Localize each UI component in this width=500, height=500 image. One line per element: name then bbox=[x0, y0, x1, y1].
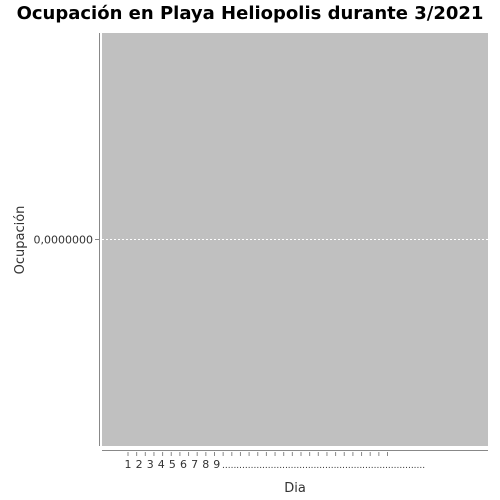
x-tick-label: 1 bbox=[125, 458, 132, 471]
x-tick-label: 2 bbox=[136, 458, 143, 471]
x-tick-overflow-marker: ........................................… bbox=[222, 461, 425, 471]
x-tick-label: 4 bbox=[158, 458, 165, 471]
x-axis-label: Dia bbox=[284, 481, 306, 496]
x-tick-label: 7 bbox=[191, 458, 198, 471]
x-tick-label: 9 bbox=[213, 458, 220, 471]
x-tick-label: 5 bbox=[169, 458, 176, 471]
x-tick-label: 6 bbox=[180, 458, 187, 471]
y-tick-label: 0,0000000 bbox=[34, 234, 94, 247]
x-tick-marks bbox=[127, 452, 388, 456]
y-axis-label: Ocupación bbox=[13, 206, 28, 275]
x-tick-label: 3 bbox=[147, 458, 154, 471]
x-tick-label: 8 bbox=[202, 458, 209, 471]
chart-title: Ocupación en Playa Heliopolis durante 3/… bbox=[16, 3, 484, 24]
